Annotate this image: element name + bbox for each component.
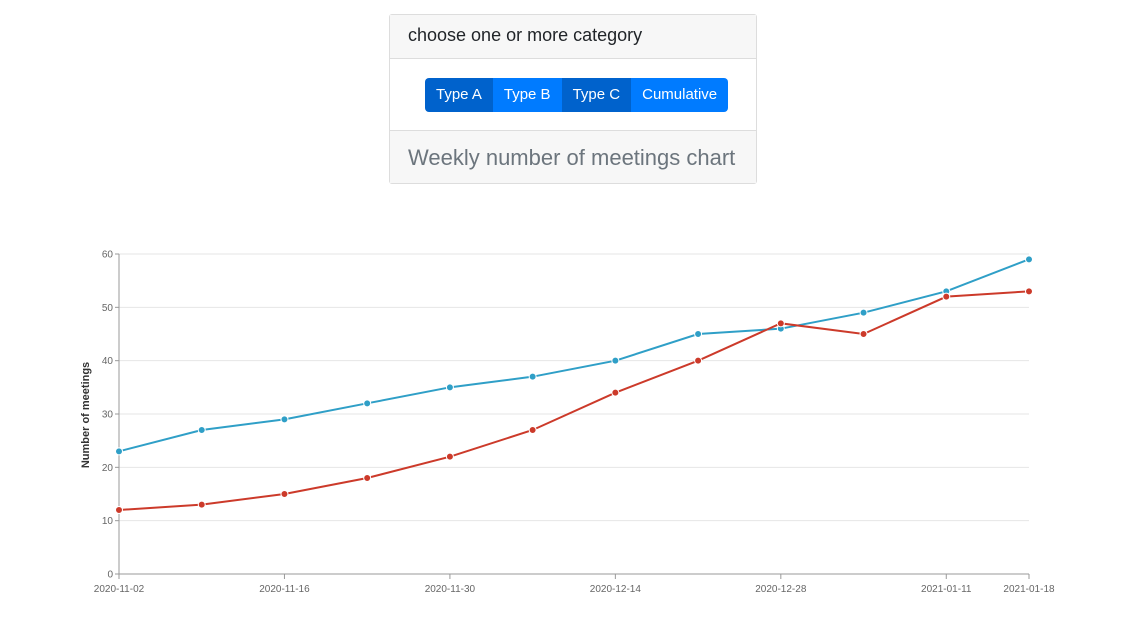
series-1-point (115, 447, 123, 456)
y-tick-label: 50 (102, 303, 114, 314)
series-2-point (280, 490, 289, 498)
chart-series (115, 255, 1033, 514)
y-tick-label: 60 (102, 250, 114, 261)
y-tick-label: 30 (102, 410, 114, 421)
y-tick-label: 0 (107, 570, 113, 581)
x-tick-label: 2020-11-16 (259, 584, 310, 595)
chart-gridlines (119, 253, 1029, 522)
type-c-button[interactable]: Type C (561, 78, 632, 112)
x-tick-label: 2020-12-28 (755, 584, 807, 595)
chart-caption: Weekly number of meetings chart (390, 131, 756, 183)
y-axis-label: Number of meetings (80, 362, 92, 468)
type-a-button[interactable]: Type A (425, 78, 493, 112)
type-b-button[interactable]: Type B (492, 78, 562, 112)
x-tick-label: 2021-01-11 (921, 584, 972, 595)
series-line-2 (118, 290, 1030, 511)
series-2-point (776, 319, 785, 328)
cumulative-button[interactable]: Cumulative (631, 78, 729, 112)
series-1-point (859, 308, 868, 317)
y-tick-label: 40 (102, 356, 114, 367)
panel-header: choose one or more category (390, 15, 756, 59)
series-1-point (611, 356, 620, 365)
panel-body: Type A Type B Type C Cumulative (390, 59, 756, 131)
series-2-point (611, 388, 620, 397)
series-line-1 (118, 258, 1030, 453)
series-1-point (694, 330, 703, 338)
x-tick-label: 2020-11-30 (425, 584, 476, 595)
x-tick-label: 2021-01-18 (1003, 584, 1055, 595)
series-2-point (694, 356, 703, 365)
chart-axes: 0 10 20 30 40 50 60 2020-11-02 2020-11-16 2020-11… (94, 250, 1055, 596)
series-1-point (1025, 255, 1033, 264)
series-1-point (445, 383, 454, 392)
series-1-point (280, 415, 289, 424)
x-tick-label: 2020-12-14 (590, 584, 642, 595)
series-2-point (445, 452, 454, 461)
series-2-point (363, 474, 372, 482)
series-2-point (528, 426, 537, 434)
series-1-point (528, 372, 537, 381)
series-2-point (115, 506, 123, 514)
series-2-point (942, 292, 951, 301)
series-2-point (197, 500, 206, 509)
series-1-point (363, 399, 372, 408)
series-2-point (1025, 287, 1033, 296)
series-2-point (859, 330, 868, 338)
y-tick-label: 20 (102, 463, 114, 474)
y-tick-label: 10 (102, 516, 114, 527)
x-tick-label: 2020-11-02 (94, 584, 145, 595)
category-panel: choose one or more category Type A Type … (389, 14, 757, 184)
category-button-group: Type A Type B Type C Cumulative (425, 78, 729, 112)
series-1-point (197, 426, 206, 434)
